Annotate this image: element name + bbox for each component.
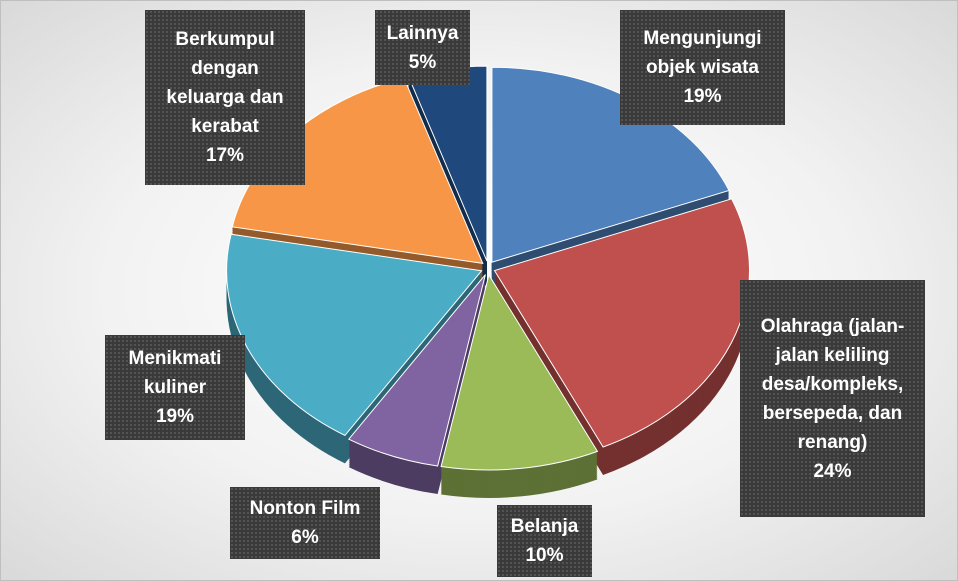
slice [347,274,486,467]
data-label: Belanja 10% [497,505,592,577]
category-label: Menikmati kuliner [128,348,222,398]
value-label: 5% [408,51,437,73]
category-label: Nonton Film [249,498,361,519]
data-label: Nonton Film 6% [230,487,380,559]
value-label: 10% [525,545,564,566]
data-label: Olahraga (jalan-jalan keliling desa/komp… [740,280,925,517]
slice [440,273,599,471]
value-label: 24% [813,460,852,482]
data-label: Berkumpul dengan keluarga dan kerabat 17% [145,10,305,185]
data-label: Menikmati kuliner 19% [105,335,245,440]
value-label: 19% [155,406,195,427]
value-label: 19% [683,86,722,107]
value-label: 17% [205,145,245,166]
slice [493,198,750,448]
data-label: Lainnya 5% [375,10,470,85]
slice [226,233,483,437]
category-label: Mengunjungi objek wisata [643,28,762,78]
category-label: Belanja [510,516,579,537]
category-label: Berkumpul dengan keluarga dan kerabat [166,29,284,137]
category-label: Lainnya [386,22,459,44]
value-label: 6% [291,527,319,548]
data-label: Mengunjungi objek wisata 19% [620,10,785,125]
category-label: Olahraga (jalan-jalan keliling desa/komp… [760,315,905,453]
